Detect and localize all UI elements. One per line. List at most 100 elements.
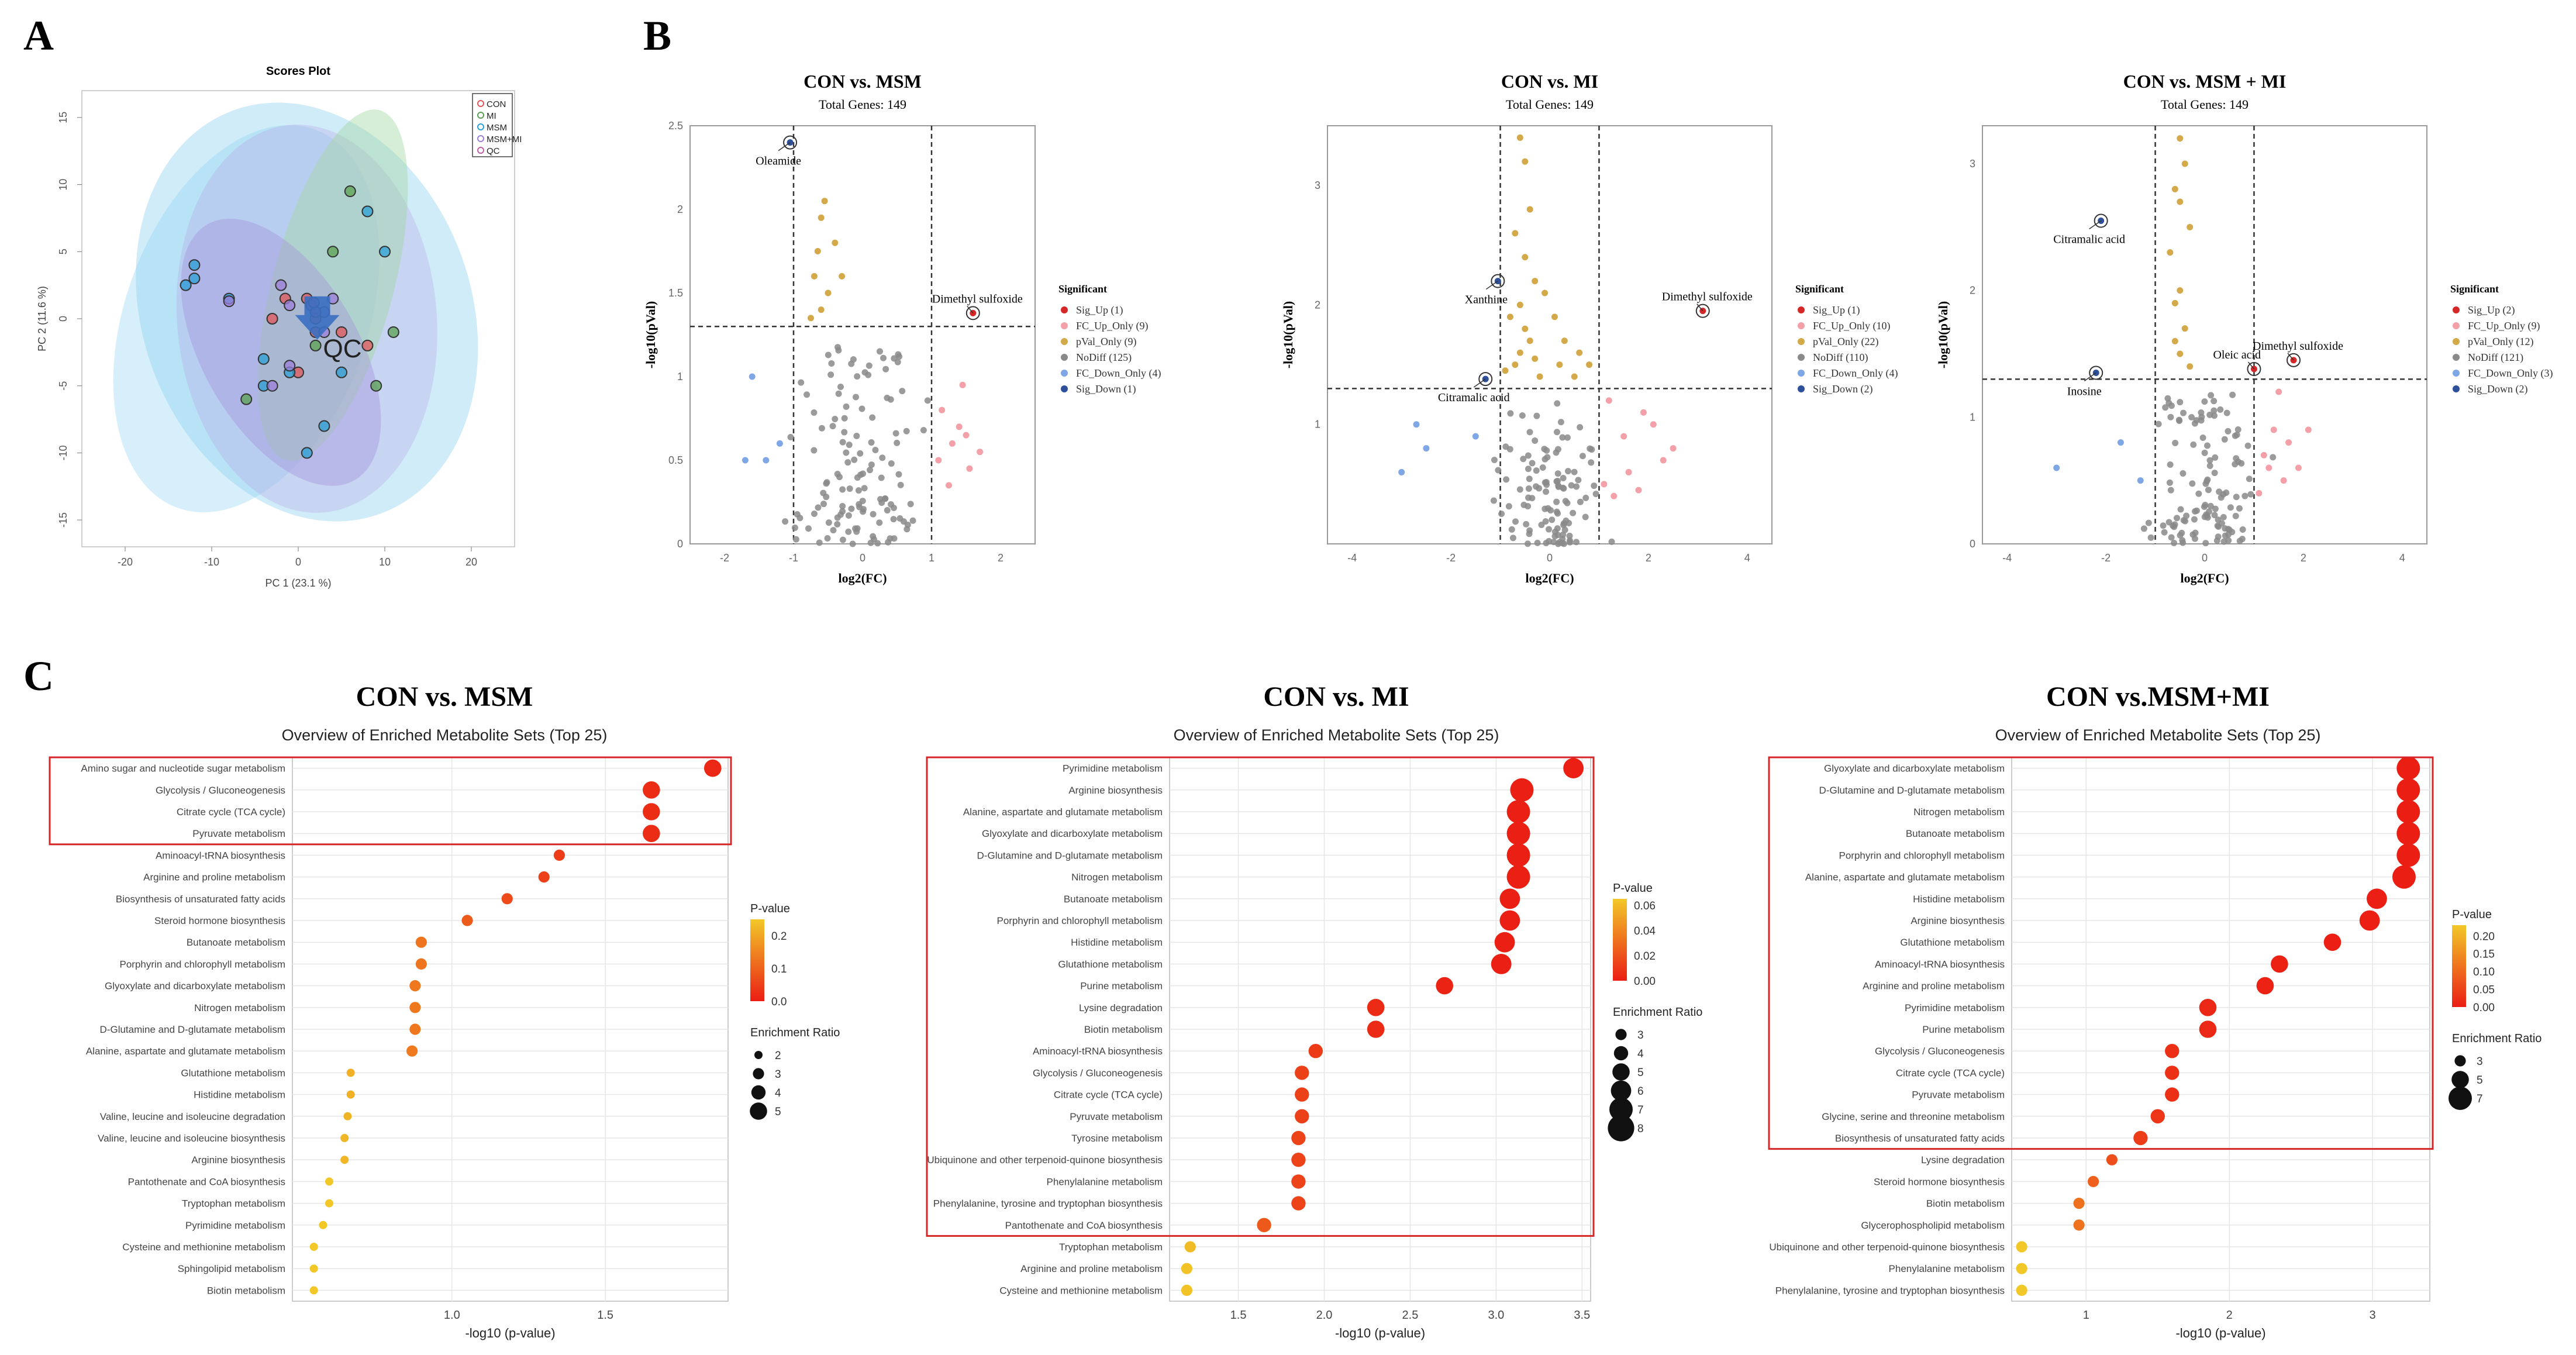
pval-point (1526, 337, 1533, 344)
pval-point (814, 248, 821, 254)
x-tick-label: 2 (2301, 552, 2306, 564)
pathway-label: Sphingolipid metabolism (178, 1263, 285, 1274)
fc-up-point (2285, 439, 2292, 446)
nodiff-point (1526, 530, 1533, 537)
fc-down-point (2137, 477, 2144, 484)
y-tick-label: -10 (57, 445, 69, 460)
enrichment-dot (1510, 778, 1534, 802)
pathway-label: Glycolysis / Gluconeogenesis (156, 785, 285, 796)
pathway-label: Arginine and proline metabolism (1020, 1263, 1163, 1274)
pathway-label: Nitrogen metabolism (1913, 806, 2005, 818)
y-axis-label: -log10(pVal) (643, 301, 658, 368)
confidence-ellipse (113, 125, 380, 513)
fc-up-point (1660, 457, 1667, 464)
pca-point-MSMMI (284, 299, 296, 312)
nodiff-point (1503, 476, 1510, 483)
pathway-label: Amino sugar and nucleotide sugar metabol… (81, 763, 285, 774)
pval-point (2177, 198, 2184, 205)
nodiff-point (820, 501, 827, 508)
volcano-title: CON vs. MSM + MI (2123, 71, 2287, 92)
ratio-legend-label: 3 (2477, 1056, 2483, 1068)
pval-point (2167, 249, 2174, 256)
nodiff-point (2238, 460, 2245, 467)
pathway-label: Phenylalanine, tyrosine and tryptophan b… (1775, 1285, 2005, 1296)
pca-point-CON (266, 313, 278, 325)
nodiff-point (1565, 520, 1573, 527)
comparison-heading: CON vs. MSM (356, 681, 533, 712)
enrichment-dot (1291, 1153, 1306, 1167)
enrichment-dot (1506, 865, 1530, 889)
pathway-label: Purine metabolism (1922, 1024, 2005, 1035)
nodiff-point (845, 528, 852, 535)
pathway-label: Histidine metabolism (1071, 937, 1163, 948)
y-tick-label: 2.5 (668, 120, 683, 132)
pathway-label: Steroid hormone biosynthesis (154, 915, 285, 926)
enrichment-title: Overview of Enriched Metabolite Sets (To… (282, 726, 608, 744)
nodiff-point (1587, 445, 1594, 452)
fc-up-point (1640, 409, 1647, 416)
nodiff-point (2202, 502, 2209, 509)
enrichment-dot (2396, 800, 2420, 823)
legend-marker (1061, 385, 1068, 392)
pca-point-MSM (180, 279, 192, 291)
pathway-label: Alanine, aspartate and glutamate metabol… (1805, 872, 2005, 883)
pathway-label: Lysine degradation (1079, 1002, 1163, 1013)
nodiff-point (1539, 464, 1546, 471)
nodiff-point (1560, 531, 1567, 538)
volcano-title: CON vs. MI (1501, 71, 1598, 92)
metabolite-label: Inosine (2067, 385, 2102, 398)
nodiff-point (892, 430, 899, 437)
nodiff-point (1491, 457, 1498, 464)
label-ring (2089, 366, 2103, 380)
metabolite-label: Dimethyl sulfoxide (932, 292, 1023, 305)
nodiff-point (839, 503, 846, 510)
legend-label: MI (487, 111, 496, 121)
metabolite-label: Dimethyl sulfoxide (1662, 291, 1753, 304)
nodiff-point (2221, 436, 2228, 443)
nodiff-point (792, 536, 799, 543)
nodiff-point (1543, 540, 1550, 547)
legend-marker (477, 123, 484, 130)
ratio-legend-label: 3 (775, 1068, 781, 1081)
pval-point (2171, 185, 2178, 192)
enrichment-title: Overview of Enriched Metabolite Sets (To… (1174, 726, 1499, 744)
legend-label: CON (487, 99, 506, 109)
colorbar-tick-label: 0.05 (2473, 984, 2495, 997)
confidence-ellipse (181, 218, 381, 486)
nodiff-point (2202, 540, 2209, 547)
fc-up-point (1670, 445, 1677, 452)
x-tick-label: 2.5 (1402, 1309, 1419, 1322)
volcano-plot-2: CON vs. MI Total Genes: 149 -4 -2 0 2 4 1 2 3 log2… (1281, 71, 1898, 585)
enrichment-dot (409, 1002, 421, 1013)
legend-label: pVal_Only (9) (1076, 336, 1136, 348)
enrichment-dot (704, 759, 722, 777)
nodiff-point (1582, 513, 1589, 520)
enrichment-dot (2367, 888, 2387, 909)
legend-label: NoDiff (125) (1076, 351, 1132, 364)
y-tick-label: 1.5 (668, 287, 683, 299)
x-tick-label: 0 (860, 552, 865, 564)
nodiff-point (855, 487, 862, 494)
fc-up-point (1650, 421, 1657, 428)
pathway-label: Citrate cycle (TCA cycle) (1896, 1067, 2005, 1078)
pathway-label: Alanine, aspartate and glutamate metabol… (86, 1046, 285, 1057)
fc-up-point (959, 381, 966, 388)
nodiff-point (1577, 498, 1584, 505)
pathway-label: D-Glutamine and D-glutamate metabolism (977, 850, 1163, 861)
plot-frame (1327, 125, 1772, 544)
nodiff-point (1562, 498, 1569, 505)
enrichment-dot (1499, 888, 1520, 909)
pval-point (1532, 278, 1539, 285)
ratio-legend-dot (2449, 1087, 2472, 1110)
nodiff-point (2174, 515, 2181, 522)
nodiff-point (2246, 475, 2253, 482)
enrichment-plot-3: CON vs.MSM+MI Overview of Enriched Metabo… (1768, 681, 2541, 1340)
metabolite-label: Citramalic acid (2053, 233, 2125, 246)
legend-marker (1798, 354, 1805, 361)
pathway-label: Glyoxylate and dicarboxylate metabolism (105, 981, 285, 992)
pathway-label: Biotin metabolism (1084, 1024, 1163, 1035)
enrichment-dot (309, 1286, 318, 1295)
nodiff-point (1534, 539, 1541, 546)
nodiff-point (1566, 537, 1573, 544)
pval-point (1576, 349, 1583, 356)
